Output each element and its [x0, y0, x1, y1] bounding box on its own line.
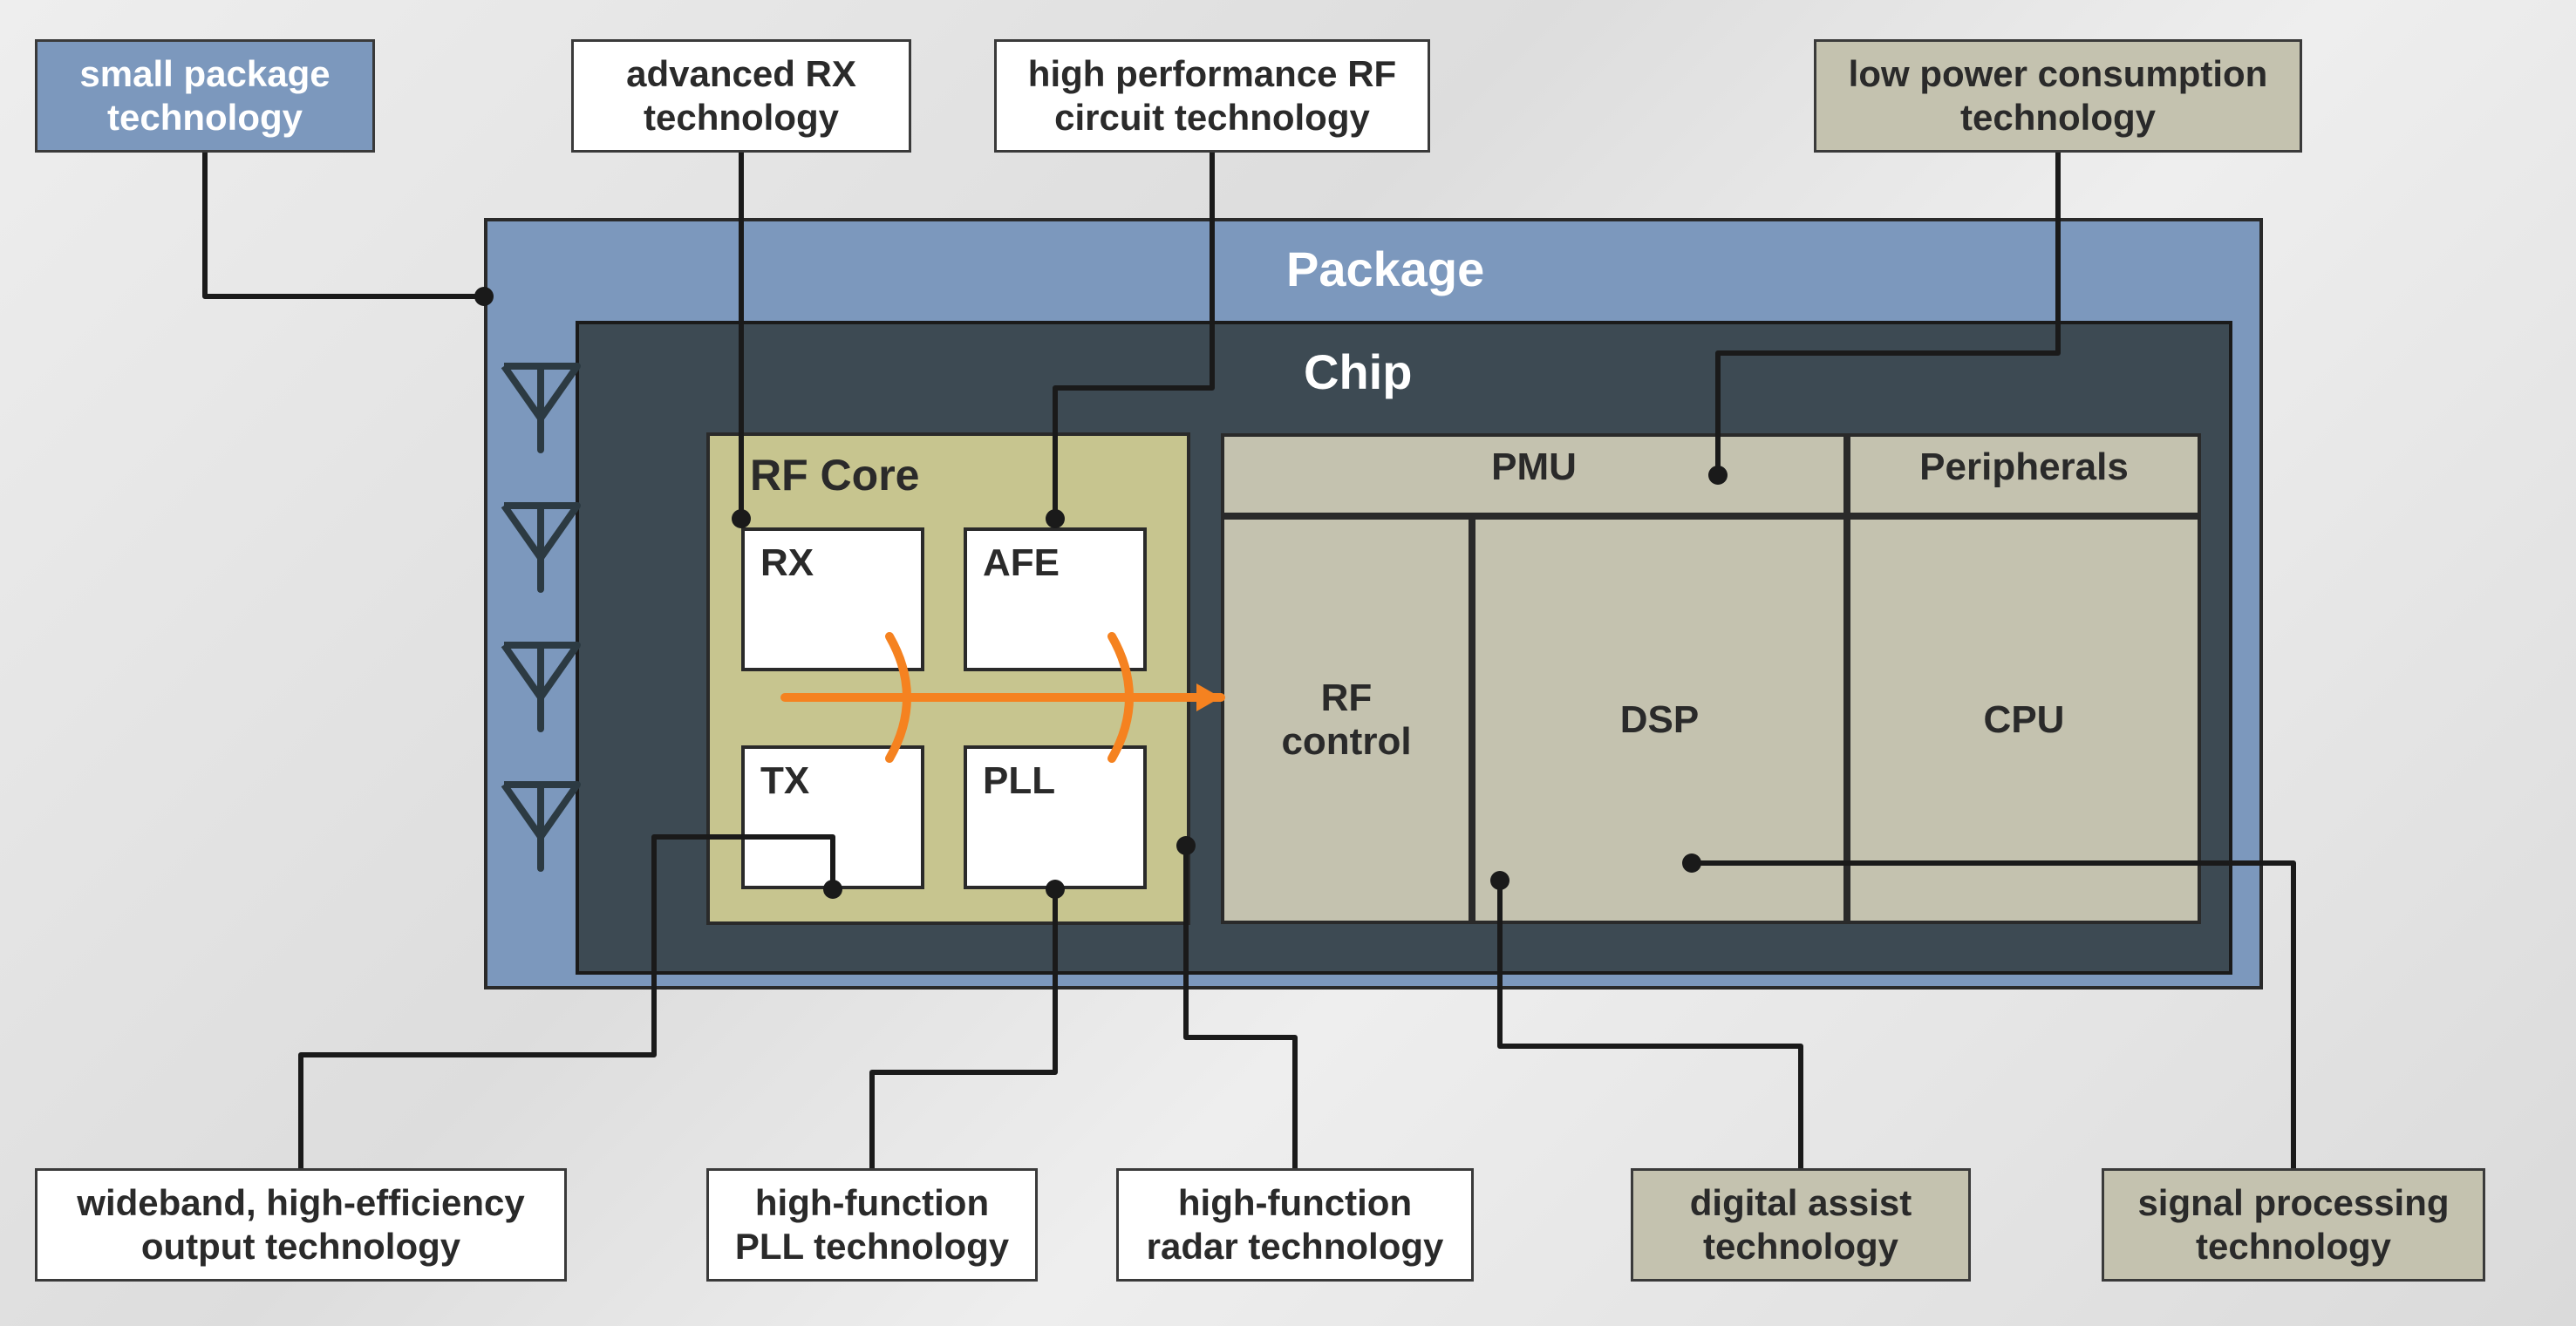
label-low-power: low power consumption technology: [1814, 39, 2302, 153]
label-hf-radar: high-function radar technology: [1116, 1168, 1474, 1282]
diagram-canvas: Package Chip RF Core RX AFE TX PLL PMU P…: [0, 0, 2576, 1326]
pmu-block: PMU: [1221, 433, 1847, 516]
label-hf-pll: high-function PLL technology: [706, 1168, 1038, 1282]
label-wideband: wideband, high-efficiency output technol…: [35, 1168, 567, 1282]
label-signal-processing: signal processing technology: [2102, 1168, 2485, 1282]
package-title: Package: [1286, 241, 1484, 297]
label-hp-rf: high performance RF circuit technology: [994, 39, 1430, 153]
afe-block: AFE: [964, 527, 1147, 671]
chip-title: Chip: [1304, 343, 1412, 400]
cpu-block: CPU: [1847, 516, 2201, 924]
rfcontrol-block: RF control: [1221, 516, 1472, 924]
rfcore-title: RF Core: [750, 450, 919, 500]
tx-block: TX: [741, 745, 924, 889]
dsp-block: DSP: [1472, 516, 1847, 924]
label-digital-assist: digital assist technology: [1631, 1168, 1971, 1282]
peripherals-block: Peripherals: [1847, 433, 2201, 516]
pll-block: PLL: [964, 745, 1147, 889]
rx-block: RX: [741, 527, 924, 671]
label-small-package: small package technology: [35, 39, 375, 153]
label-advanced-rx: advanced RX technology: [571, 39, 911, 153]
